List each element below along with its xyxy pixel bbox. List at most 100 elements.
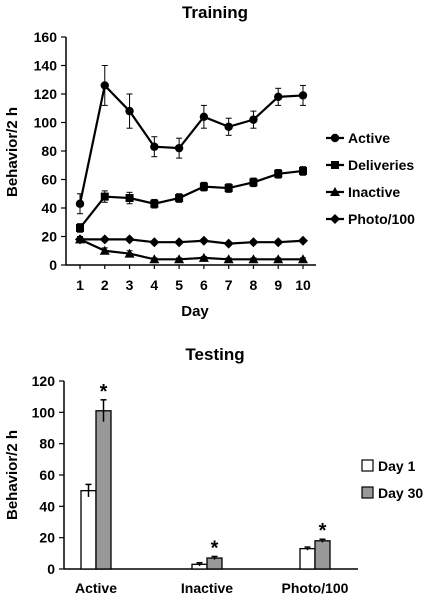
training-x-tick-label: 8 [250, 277, 258, 293]
training-x-tick-label: 3 [126, 277, 134, 293]
data-point-photo-100 [149, 237, 160, 248]
series-line-photo-100 [80, 238, 304, 245]
testing-x-tick-label: Active [75, 580, 117, 596]
legend-swatch [361, 486, 374, 499]
legend-label: Day 1 [378, 458, 416, 474]
data-point-photo-100 [298, 235, 308, 246]
training-x-tick-label: 1 [76, 277, 84, 293]
legend-item-day-1: Day 1 [361, 458, 416, 474]
testing-title: Testing [185, 345, 244, 364]
testing-y-tick-label: 100 [32, 404, 56, 420]
training-chart: Training Behavior/2 h Day 02040608010012… [4, 3, 415, 320]
data-point-photo-100 [124, 234, 135, 245]
testing-x-tick-label: Inactive [181, 580, 233, 596]
data-point-deliveries [100, 192, 109, 201]
significance-marker: * [211, 537, 219, 559]
data-point-active [274, 92, 283, 102]
testing-chart: Testing Behavior/2 h 0 20 40 60 80 100 120 Acti… [4, 345, 423, 596]
training-x-tick-label: 2 [101, 277, 109, 293]
data-point-deliveries [150, 199, 159, 208]
series-line-inactive [79, 238, 303, 261]
data-point-inactive [198, 252, 209, 262]
bar-day-30 [95, 410, 112, 570]
training-x-tick-label: 7 [225, 277, 233, 293]
significance-marker: * [100, 381, 108, 403]
series-line-active [78, 83, 304, 204]
data-point-active [75, 199, 85, 208]
training-x-tick-label: 10 [295, 277, 311, 293]
training-title: Training [182, 3, 248, 22]
legend-label: Active [348, 130, 390, 146]
legend-label: Deliveries [348, 157, 414, 173]
data-point-deliveries [249, 178, 258, 187]
data-point-inactive [223, 254, 234, 264]
training-x-tick-label: 5 [175, 277, 183, 293]
testing-y-label: Behavior/2 h [4, 430, 21, 520]
data-point-active [100, 81, 109, 90]
data-point-deliveries [125, 194, 134, 203]
testing-y-tick-label: 20 [39, 530, 55, 546]
legend-item-active: Active [326, 130, 390, 146]
bar-day-1 [80, 490, 97, 570]
training-y-tick-label: 0 [49, 257, 57, 273]
testing-y-tick-label: 0 [47, 561, 55, 577]
training-y-tick-label: 80 [41, 143, 57, 159]
training-x-tick-label: 9 [274, 277, 282, 293]
legend-marker-deliveries [331, 161, 339, 169]
bar-day-30 [206, 557, 223, 570]
training-x-tick-label: 6 [200, 277, 208, 293]
training-x-tick-label: 4 [150, 277, 158, 293]
data-point-photo-100 [223, 238, 234, 249]
data-point-photo-100 [248, 237, 259, 248]
data-point-photo-100 [99, 234, 110, 245]
data-point-photo-100 [198, 235, 209, 246]
training-y-tick-label: 20 [41, 229, 57, 245]
data-point-photo-100 [75, 234, 85, 245]
bar-group-active: * [80, 381, 112, 570]
series-line-deliveries [79, 169, 304, 229]
legend-marker-photo-100 [330, 214, 340, 224]
legend-label: Day 30 [378, 485, 423, 501]
data-point-photo-100 [174, 237, 185, 248]
data-point-active [224, 122, 233, 131]
legend-swatch [361, 459, 374, 472]
legend-marker-active [330, 133, 340, 143]
training-y-tick-label: 120 [34, 86, 58, 102]
legend-item-deliveries: Deliveries [326, 157, 414, 173]
data-point-deliveries [299, 166, 307, 175]
data-point-inactive [99, 245, 110, 255]
data-point-active [125, 106, 134, 116]
legend-item-inactive: Inactive [326, 184, 400, 200]
data-point-active [298, 91, 308, 100]
data-point-inactive [273, 254, 284, 264]
data-point-inactive [248, 254, 259, 264]
legend-marker-inactive [330, 187, 340, 196]
training-y-tick-label: 160 [34, 29, 58, 45]
bar-group-photo-100: * [299, 520, 331, 570]
training-y-tick-label: 140 [34, 58, 58, 74]
testing-y-tick-label: 60 [39, 467, 55, 483]
training-y-tick-label: 40 [41, 200, 57, 216]
legend-item-photo-100: Photo/100 [326, 211, 415, 227]
training-y-tick-label: 60 [41, 172, 57, 188]
training-y-label: Behavior/2 h [4, 107, 21, 197]
data-point-active [249, 115, 258, 124]
data-point-active [174, 143, 184, 153]
data-point-deliveries [175, 194, 184, 203]
data-point-inactive [174, 254, 185, 264]
bar-day-30 [314, 540, 331, 570]
data-point-active [199, 112, 209, 122]
data-point-deliveries [224, 184, 233, 193]
legend-label: Inactive [348, 184, 400, 200]
data-point-deliveries [274, 169, 283, 178]
data-point-inactive [149, 254, 160, 264]
testing-y-tick-label: 120 [32, 373, 56, 389]
series-deliveries [76, 166, 307, 233]
data-point-inactive [298, 254, 308, 264]
testing-y-tick-label: 80 [39, 436, 55, 452]
testing-y-tick-label: 40 [39, 498, 55, 514]
data-point-deliveries [76, 223, 84, 232]
bar-group-inactive: * [191, 537, 223, 570]
data-point-deliveries [199, 182, 208, 191]
